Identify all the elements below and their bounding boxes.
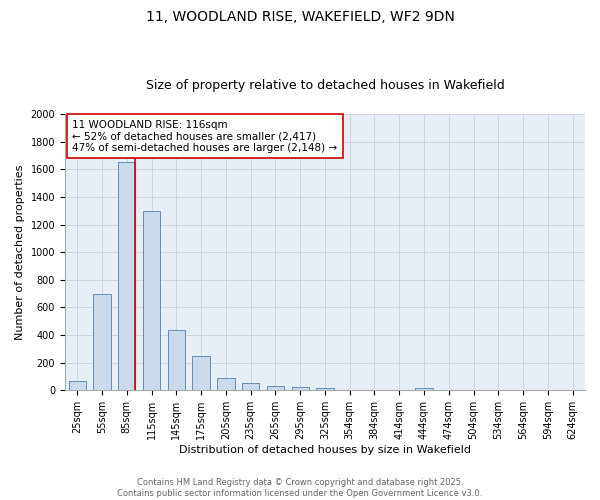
Y-axis label: Number of detached properties: Number of detached properties [15, 164, 25, 340]
Bar [415, 388, 433, 390]
X-axis label: Distribution of detached houses by size in Wakefield: Distribution of detached houses by size … [179, 445, 471, 455]
Bar [193, 356, 210, 390]
Text: 11 WOODLAND RISE: 116sqm
← 52% of detached houses are smaller (2,417)
47% of sem: 11 WOODLAND RISE: 116sqm ← 52% of detach… [73, 120, 337, 152]
Bar [292, 387, 309, 390]
Bar [94, 294, 111, 390]
Text: 11, WOODLAND RISE, WAKEFIELD, WF2 9DN: 11, WOODLAND RISE, WAKEFIELD, WF2 9DN [146, 10, 454, 24]
Bar [316, 388, 334, 390]
Bar [68, 382, 86, 390]
Text: Contains HM Land Registry data © Crown copyright and database right 2025.
Contai: Contains HM Land Registry data © Crown c… [118, 478, 482, 498]
Bar [118, 162, 136, 390]
Bar [242, 384, 259, 390]
Bar [143, 210, 160, 390]
Bar [167, 330, 185, 390]
Bar [217, 378, 235, 390]
Bar [267, 386, 284, 390]
Title: Size of property relative to detached houses in Wakefield: Size of property relative to detached ho… [146, 79, 505, 92]
